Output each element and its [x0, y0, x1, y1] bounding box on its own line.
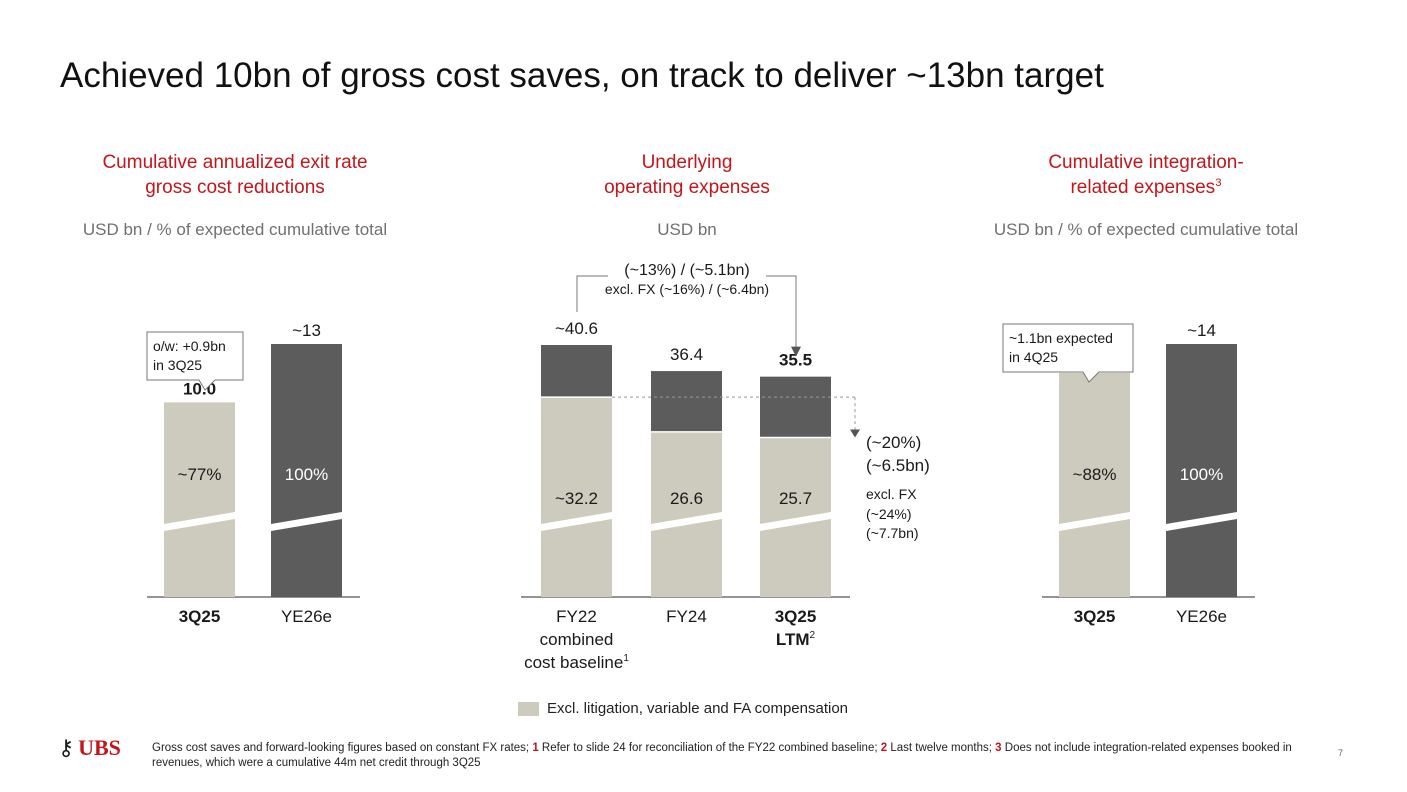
- footnote-t2: Last twelve months;: [887, 742, 996, 754]
- panel2-callout-box: [1002, 323, 1134, 383]
- panel1-category-2-line-0: 3Q25: [775, 607, 817, 626]
- right-title-line2-text: related expenses: [1070, 177, 1216, 198]
- panel0-inner-label-1: 100%: [285, 465, 328, 484]
- legend: Excl. litigation, variable and FA compen…: [518, 700, 848, 717]
- panel1-side-fx-pct: (~24%): [866, 506, 912, 522]
- mid-title-line1: Underlying: [641, 152, 733, 173]
- panel1-side-amt: (~6.5bn): [866, 456, 930, 475]
- panel1-total-label-1: 36.4: [670, 345, 703, 364]
- footnote-n1: 1: [532, 742, 539, 754]
- panel1-side-arrow: [850, 429, 860, 438]
- panel1-total-label-0: ~40.6: [555, 319, 598, 338]
- panel2-callout-line1: ~1.1bn expected: [1009, 330, 1113, 346]
- panel1-bracket-arrow: [791, 346, 801, 357]
- panel1-bracket-right: [766, 275, 797, 351]
- left-panel-subtitle: USD bn / % of expected cumulative total: [82, 220, 388, 239]
- panel0-bar-1-break: [271, 512, 342, 531]
- panel1-category-2-line-1: LTM2: [776, 630, 816, 649]
- ubs-wordmark: UBS: [78, 735, 121, 760]
- panel2-category-0: 3Q25: [1074, 607, 1116, 626]
- legend-swatch: [518, 701, 539, 716]
- footnote-t3: Does not include integration-related exp…: [152, 742, 1292, 769]
- panel2-inner-label-0: ~88%: [1073, 465, 1117, 484]
- right-panel-subtitle: USD bn / % of expected cumulative total: [993, 220, 1299, 239]
- panel1-bar-0-top: [541, 345, 612, 398]
- panel0-bar-1: [271, 344, 342, 597]
- footnote-n2: 2: [880, 742, 888, 754]
- panel1-bar-2-top: [760, 376, 831, 438]
- panel2-bar-1: [1166, 344, 1237, 597]
- right-title-sup: 3: [1215, 177, 1222, 190]
- panel1-side-pct: (~20%): [866, 433, 921, 452]
- panel0-callout-box: [146, 331, 244, 391]
- panel0-callout-line1: o/w: +0.9bn: [153, 338, 226, 354]
- panel1-annotation-top-line2: excl. FX (~16%) / (~6.4bn): [605, 281, 769, 297]
- panel2-bar-0-break: [1059, 512, 1130, 531]
- slide-title: Achieved 10bn of gross cost saves, on tr…: [60, 56, 1104, 95]
- panel1-base-label-0: ~32.2: [555, 489, 598, 508]
- legend-label: Excl. litigation, variable and FA compen…: [547, 700, 849, 717]
- mid-title-line2: operating expenses: [604, 177, 770, 198]
- panel1-category-0-line-0: FY22: [556, 607, 597, 626]
- panel1-bar-1-break: [651, 512, 722, 531]
- ubs-logo: ⚷ UBS: [58, 735, 121, 761]
- panel0-bar-0-break: [164, 512, 235, 531]
- ubs-keys-icon: ⚷: [58, 735, 75, 760]
- left-title-line1: Cumulative annualized exit rate: [102, 152, 368, 173]
- panel1-total-label-2: 35.5: [779, 351, 812, 370]
- panel1-category-0-line-1: combined: [540, 630, 614, 649]
- right-title-line2: related expenses3: [946, 175, 1346, 200]
- right-panel-title: Cumulative integration- related expenses…: [946, 150, 1346, 200]
- panel1-annotation-top-line1: (~13%) / (~5.1bn): [624, 262, 749, 279]
- mid-panel-subtitle: USD bn: [657, 220, 717, 239]
- footnote-t1: Refer to slide 24 for reconciliation of …: [538, 742, 881, 754]
- panel1-category-1-line-0: FY24: [666, 607, 707, 626]
- panel0-category-1: YE26e: [281, 607, 332, 626]
- left-panel-title: Cumulative annualized exit rate gross co…: [35, 150, 435, 200]
- panel0-category-0: 3Q25: [179, 607, 221, 626]
- panel0-callout-line2: in 3Q25: [153, 357, 202, 373]
- mid-panel-title: Underlying operating expenses: [487, 150, 887, 200]
- panel0-bar-0: [164, 402, 235, 597]
- panel0-value-label-1: ~13: [292, 321, 321, 340]
- panel1-base-label-1: 26.6: [670, 489, 703, 508]
- panel0-inner-label-0: ~77%: [178, 465, 222, 484]
- footnote-intro: Gross cost saves and forward-looking fig…: [152, 742, 533, 754]
- left-title-line2: gross cost reductions: [145, 177, 325, 198]
- panel1-bar-0-base: [541, 397, 612, 597]
- panel1-bracket-left: [576, 275, 608, 312]
- panel1-bar-0-break: [541, 512, 612, 531]
- panel1-bar-2-break: [760, 512, 831, 531]
- panel2-bar-0: [1059, 372, 1130, 597]
- right-title-line1: Cumulative integration-: [1048, 152, 1244, 173]
- panel2-bar-1-break: [1166, 512, 1237, 531]
- footnote-n3: 3: [995, 742, 1002, 754]
- panel1-base-label-2: 25.7: [779, 489, 812, 508]
- panel1-category-2-sup: 2: [810, 630, 816, 641]
- panel2-category-1: YE26e: [1176, 607, 1227, 626]
- footnote: Gross cost saves and forward-looking fig…: [152, 741, 1312, 771]
- panel2-inner-label-1: 100%: [1180, 465, 1223, 484]
- panel2-value-label-1: ~14: [1187, 321, 1216, 340]
- page-number: 7: [1338, 748, 1344, 758]
- panel1-category-0-sup: 1: [623, 653, 629, 664]
- panel1-bar-1-top: [651, 371, 722, 432]
- panel2-callout-line2: in 4Q25: [1009, 349, 1058, 365]
- panel1-side-fx: excl. FX: [866, 486, 917, 502]
- panel1-side-fx-amt: (~7.7bn): [866, 525, 919, 541]
- panel1-category-0-line-2: cost baseline1: [524, 653, 629, 672]
